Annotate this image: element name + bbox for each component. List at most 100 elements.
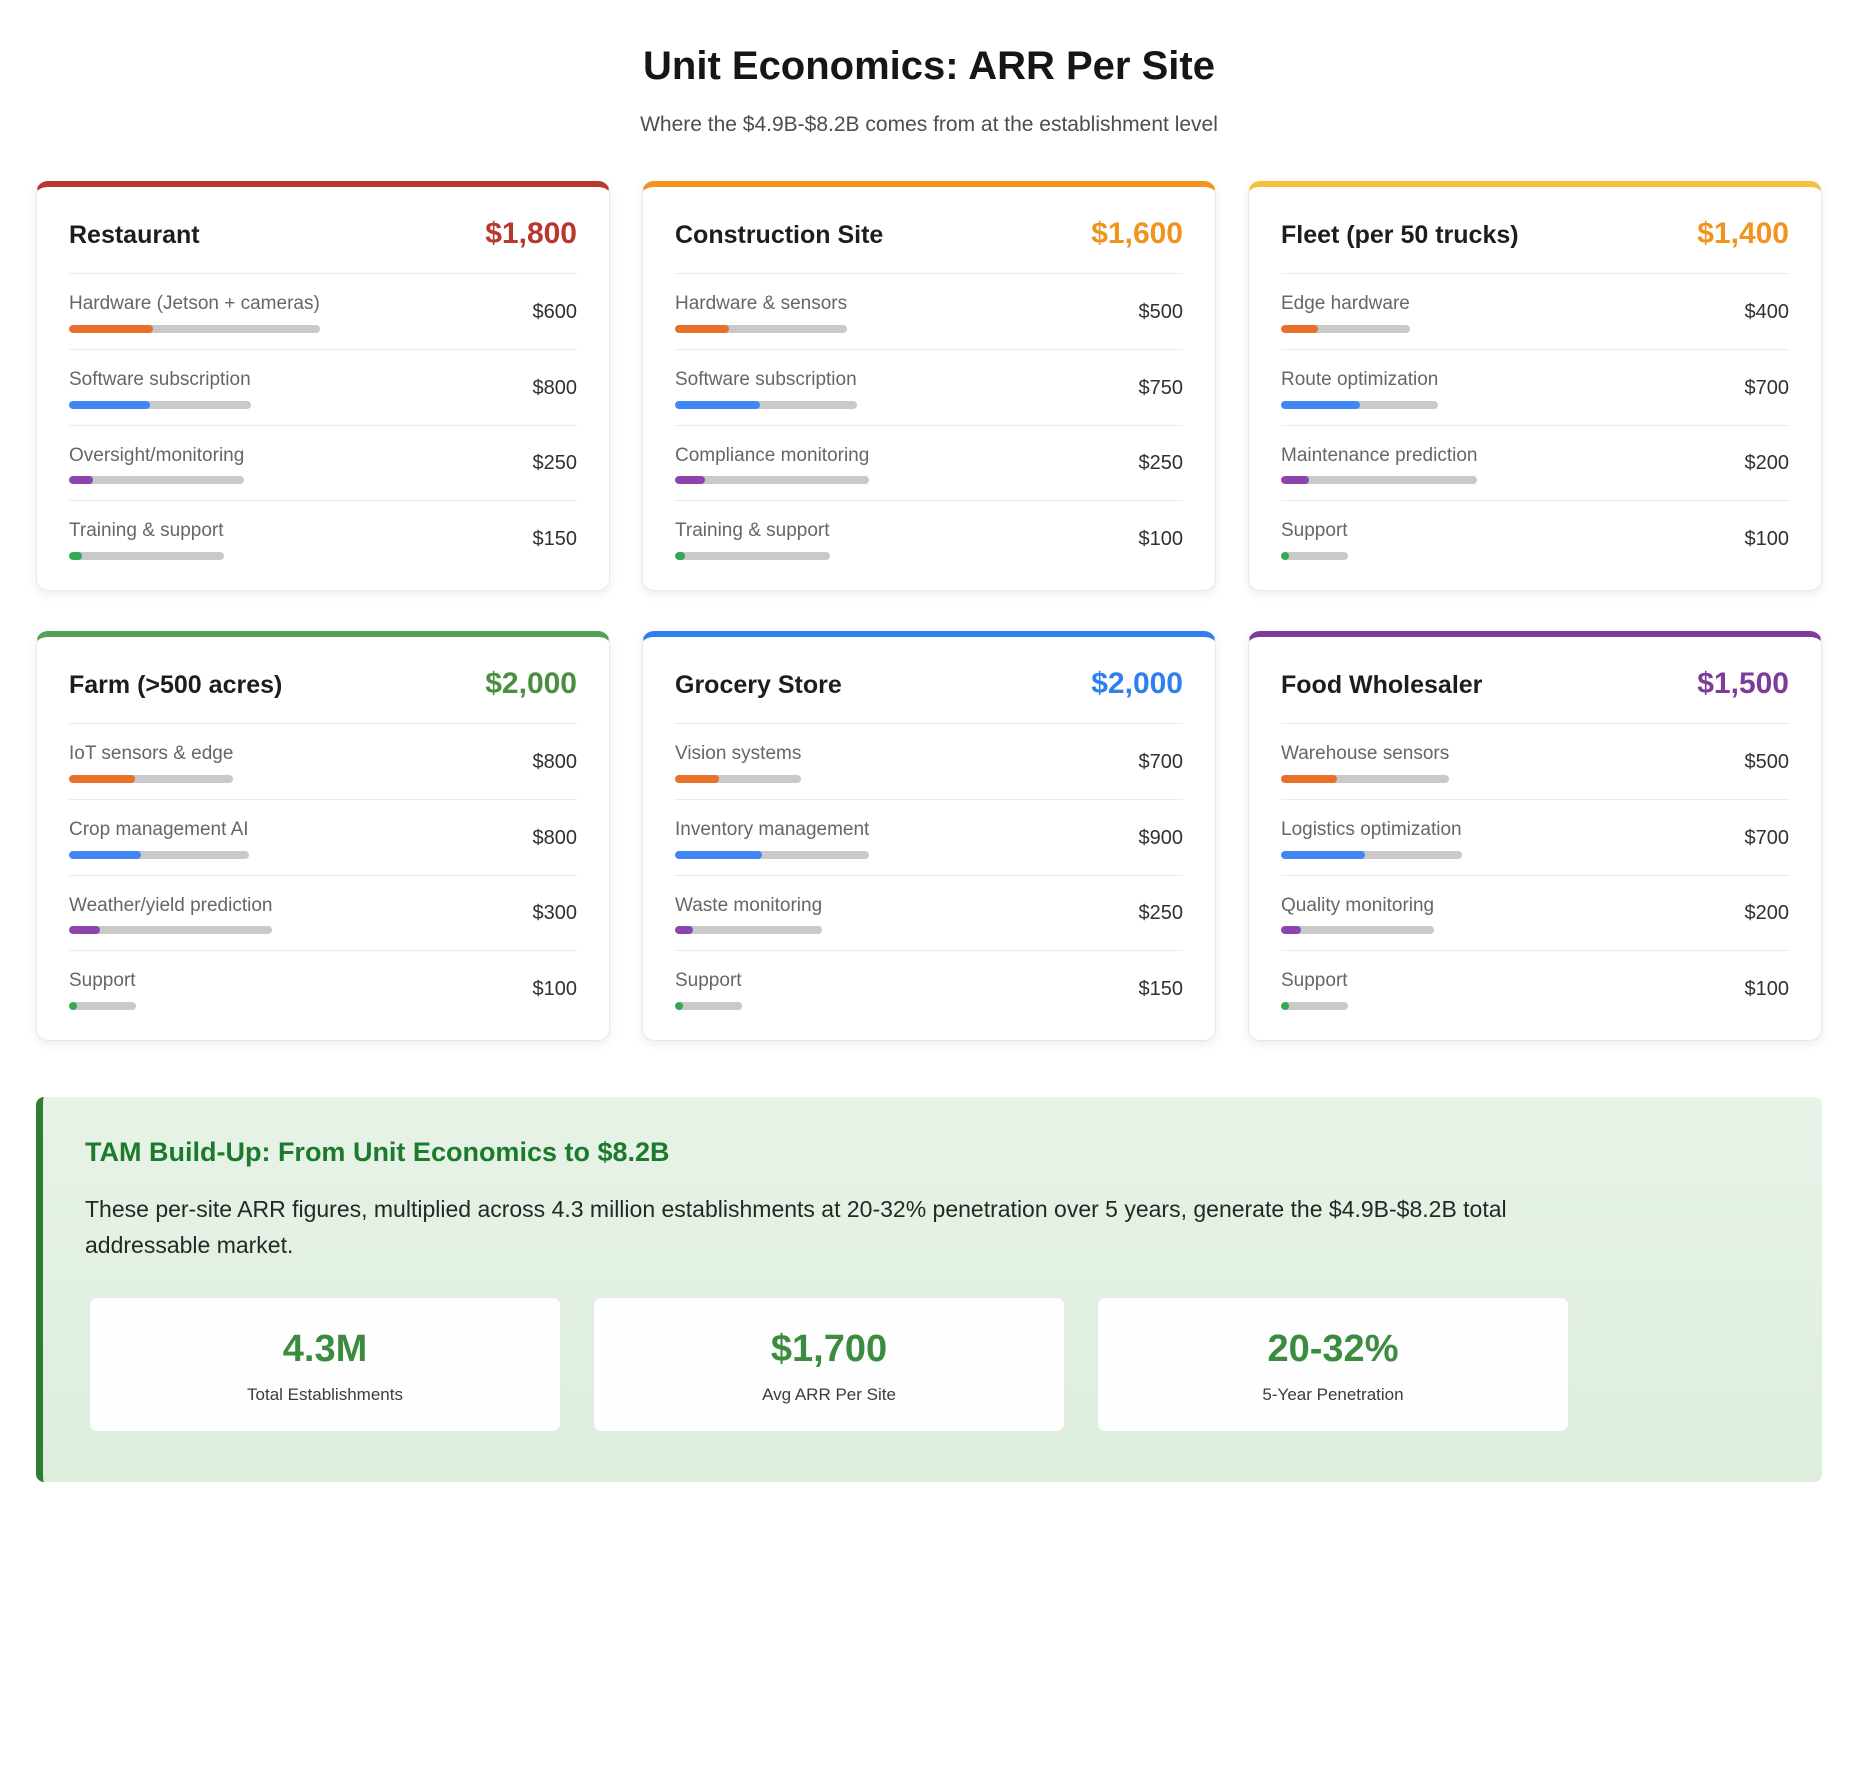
economics-card: Grocery Store $2,000 Vision systems $700 I… — [642, 631, 1216, 1041]
item-left: Edge hardware — [1281, 292, 1410, 333]
cost-line-item: Warehouse sensors $500 — [1281, 723, 1789, 799]
card-header: Construction Site $1,600 — [675, 217, 1183, 269]
progress-bar-fill — [1281, 1002, 1289, 1010]
item-label: Route optimization — [1281, 368, 1439, 390]
item-left: Support — [1281, 519, 1348, 560]
progress-bar-track — [1281, 476, 1478, 485]
card-title: Farm (>500 acres) — [69, 671, 283, 699]
progress-bar-fill — [1281, 774, 1338, 783]
progress-bar-track — [1281, 400, 1439, 409]
item-label: Training & support — [675, 520, 830, 542]
progress-bar-track — [675, 926, 823, 935]
economics-card: Fleet (per 50 trucks) $1,400 Edge hardwa… — [1248, 181, 1822, 591]
card-title: Grocery Store — [675, 671, 842, 699]
progress-bar-fill — [69, 400, 150, 409]
item-label: Quality monitoring — [1281, 894, 1435, 916]
item-left: Logistics optimization — [1281, 818, 1462, 859]
stat-box-penetration: 20-32% 5-Year Penetration — [1097, 1297, 1569, 1433]
item-left: Waste monitoring — [675, 894, 823, 935]
item-label: Maintenance prediction — [1281, 444, 1478, 466]
progress-bar-track — [1281, 926, 1435, 935]
progress-bar-fill — [675, 1002, 683, 1010]
item-value: $100 — [1744, 528, 1790, 551]
item-left: Software subscription — [675, 368, 857, 409]
item-left: Training & support — [69, 519, 224, 560]
item-value: $500 — [1744, 750, 1790, 773]
item-value: $100 — [532, 978, 578, 1001]
cost-line-item: Inventory management $900 — [675, 798, 1183, 875]
item-left: Crop management AI — [69, 818, 249, 859]
item-value: $100 — [1744, 978, 1790, 1001]
cost-line-item: Oversight/monitoring $250 — [69, 424, 577, 501]
card-total-arr: $1,500 — [1697, 667, 1789, 700]
stat-box-avg-arr: $1,700 Avg ARR Per Site — [593, 1297, 1065, 1433]
item-label: Hardware & sensors — [675, 293, 848, 314]
card-items: Hardware (Jetson + cameras) $600 Software … — [69, 273, 577, 576]
progress-bar-fill — [675, 400, 761, 409]
item-value: $200 — [1744, 452, 1790, 475]
card-items: Vision systems $700 Inventory management $9… — [675, 723, 1183, 1026]
tam-heading: TAM Build-Up: From Unit Economics to $8.… — [85, 1137, 670, 1167]
item-value: $700 — [1744, 376, 1790, 399]
item-value: $700 — [1744, 826, 1790, 849]
stat-label: 5-Year Penetration — [1262, 1385, 1404, 1405]
item-left: Hardware (Jetson + cameras) — [69, 292, 320, 333]
item-label: Hardware (Jetson + cameras) — [69, 293, 320, 314]
progress-bar-fill — [69, 476, 94, 485]
item-left: Weather/yield prediction — [69, 894, 273, 935]
item-left: Hardware & sensors — [675, 292, 848, 333]
progress-bar-fill — [69, 774, 135, 783]
item-label: Compliance monitoring — [675, 444, 870, 466]
progress-bar-fill — [69, 926, 100, 935]
cost-line-item: Waste monitoring $250 — [675, 874, 1183, 951]
item-left: Vision systems — [675, 742, 802, 783]
progress-bar-track — [675, 552, 830, 560]
cost-line-item: Hardware (Jetson + cameras) $600 — [69, 273, 577, 349]
progress-bar-fill — [675, 926, 694, 935]
card-total-arr: $1,600 — [1091, 217, 1183, 250]
card-total-arr: $2,000 — [485, 667, 577, 700]
economics-card: Farm (>500 acres) $2,000 IoT sensors & e… — [36, 631, 610, 1041]
page-title: Unit Economics: ARR Per Site — [643, 44, 1215, 88]
tam-stats-row: 4.3M Total Establishments $1,700 Avg ARR… — [89, 1297, 1569, 1433]
progress-bar-track — [69, 774, 234, 783]
cost-line-item: Training & support $100 — [675, 500, 1183, 576]
cost-line-item: IoT sensors & edge $800 — [69, 723, 577, 799]
item-value: $250 — [1138, 452, 1184, 475]
stat-box-total-establishments: 4.3M Total Establishments — [89, 1297, 561, 1433]
progress-bar-fill — [1281, 850, 1366, 859]
item-label: Waste monitoring — [675, 894, 823, 916]
progress-bar-fill — [1281, 324, 1318, 333]
progress-bar-fill — [675, 774, 720, 783]
progress-bar-fill — [69, 850, 141, 859]
progress-bar-fill — [1281, 400, 1360, 409]
cost-line-item: Support $100 — [1281, 500, 1789, 576]
item-label: Crop management AI — [69, 818, 249, 840]
economics-card: Construction Site $1,600 Hardware & sens… — [642, 181, 1216, 591]
item-left: Maintenance prediction — [1281, 444, 1478, 485]
cost-line-item: Vision systems $700 — [675, 723, 1183, 799]
card-title: Fleet (per 50 trucks) — [1281, 221, 1519, 249]
cost-line-item: Maintenance prediction $200 — [1281, 424, 1790, 501]
progress-bar-fill — [1281, 926, 1302, 935]
item-value: $150 — [532, 528, 578, 551]
item-label: Oversight/monitoring — [69, 444, 245, 466]
cost-line-item: Compliance monitoring $250 — [675, 424, 1184, 501]
progress-bar-track — [69, 476, 245, 485]
progress-bar-track — [1281, 850, 1462, 859]
item-label: Software subscription — [675, 368, 857, 390]
item-label: Support — [1281, 970, 1348, 992]
card-title: Restaurant — [69, 221, 200, 249]
card-header: Grocery Store $2,000 — [675, 667, 1183, 719]
item-label: Vision systems — [675, 743, 802, 764]
cost-line-item: Weather/yield prediction $300 — [69, 874, 577, 951]
item-label: Weather/yield prediction — [69, 894, 273, 916]
page-subtitle: Where the $4.9B-$8.2B comes from at the … — [640, 113, 1218, 136]
progress-bar-track — [69, 1002, 136, 1010]
item-value: $200 — [1744, 902, 1790, 925]
progress-bar-fill — [675, 324, 729, 333]
cost-line-item: Crop management AI $800 — [69, 798, 577, 875]
progress-bar-track — [69, 324, 320, 333]
card-items: Hardware & sensors $500 Software subscript… — [675, 273, 1183, 576]
item-value: $600 — [532, 300, 578, 323]
